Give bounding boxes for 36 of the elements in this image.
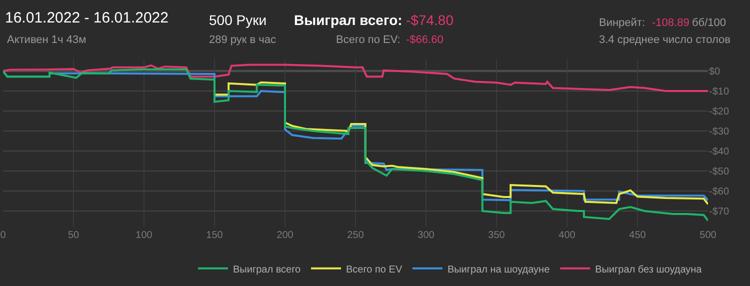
legend-label: Всего по EV [346, 264, 402, 276]
x-tick-label: 100 [136, 230, 153, 241]
x-tick-label: 150 [206, 230, 224, 241]
chart-title: 16.01.2022 - 16.01.2022 [5, 9, 168, 26]
text: Выиграл всего: [294, 12, 402, 28]
x-tick-label: 200 [276, 230, 294, 241]
y-tick-label: -$50 [709, 166, 730, 178]
line-series [3, 64, 708, 92]
text: -$66.60 [406, 34, 444, 46]
text: Винрейт: [599, 17, 646, 29]
text: 289 рук в час [209, 34, 277, 46]
text: 3.4 среднее число столов [599, 34, 731, 46]
y-tick-label: -$40 [709, 146, 730, 158]
y-tick-label: -$10 [709, 86, 730, 98]
chart-subtitle: Активен 1ч 43м [7, 34, 86, 46]
x-tick-label: 500 [700, 230, 717, 241]
legend-label: Выиграл без шоудауна [595, 264, 702, 276]
x-tick-label: 350 [488, 230, 506, 241]
text: -$74.80 [406, 12, 454, 28]
y-tick-label: -$30 [709, 126, 730, 138]
text: бб/100 [692, 17, 726, 29]
x-tick-label: 300 [418, 230, 435, 241]
y-tick-label: -$70 [709, 206, 730, 218]
x-tick-label: 0 [0, 230, 6, 241]
legend-label: Выиграл на шоудауне [447, 264, 550, 276]
x-tick-label: 400 [558, 230, 576, 241]
x-tick-label: 250 [347, 230, 364, 241]
x-tick-label: 450 [629, 230, 646, 241]
legend-label: Выиграл всего [233, 264, 302, 276]
y-tick-label: -$60 [709, 186, 730, 198]
y-tick-label: -$20 [709, 106, 730, 118]
text: -108.89 [652, 17, 690, 29]
y-tick-label: $0 [709, 66, 721, 78]
text: 500 Руки [209, 12, 267, 28]
x-tick-label: 50 [68, 230, 80, 241]
text: Всего по EV: [336, 34, 400, 46]
